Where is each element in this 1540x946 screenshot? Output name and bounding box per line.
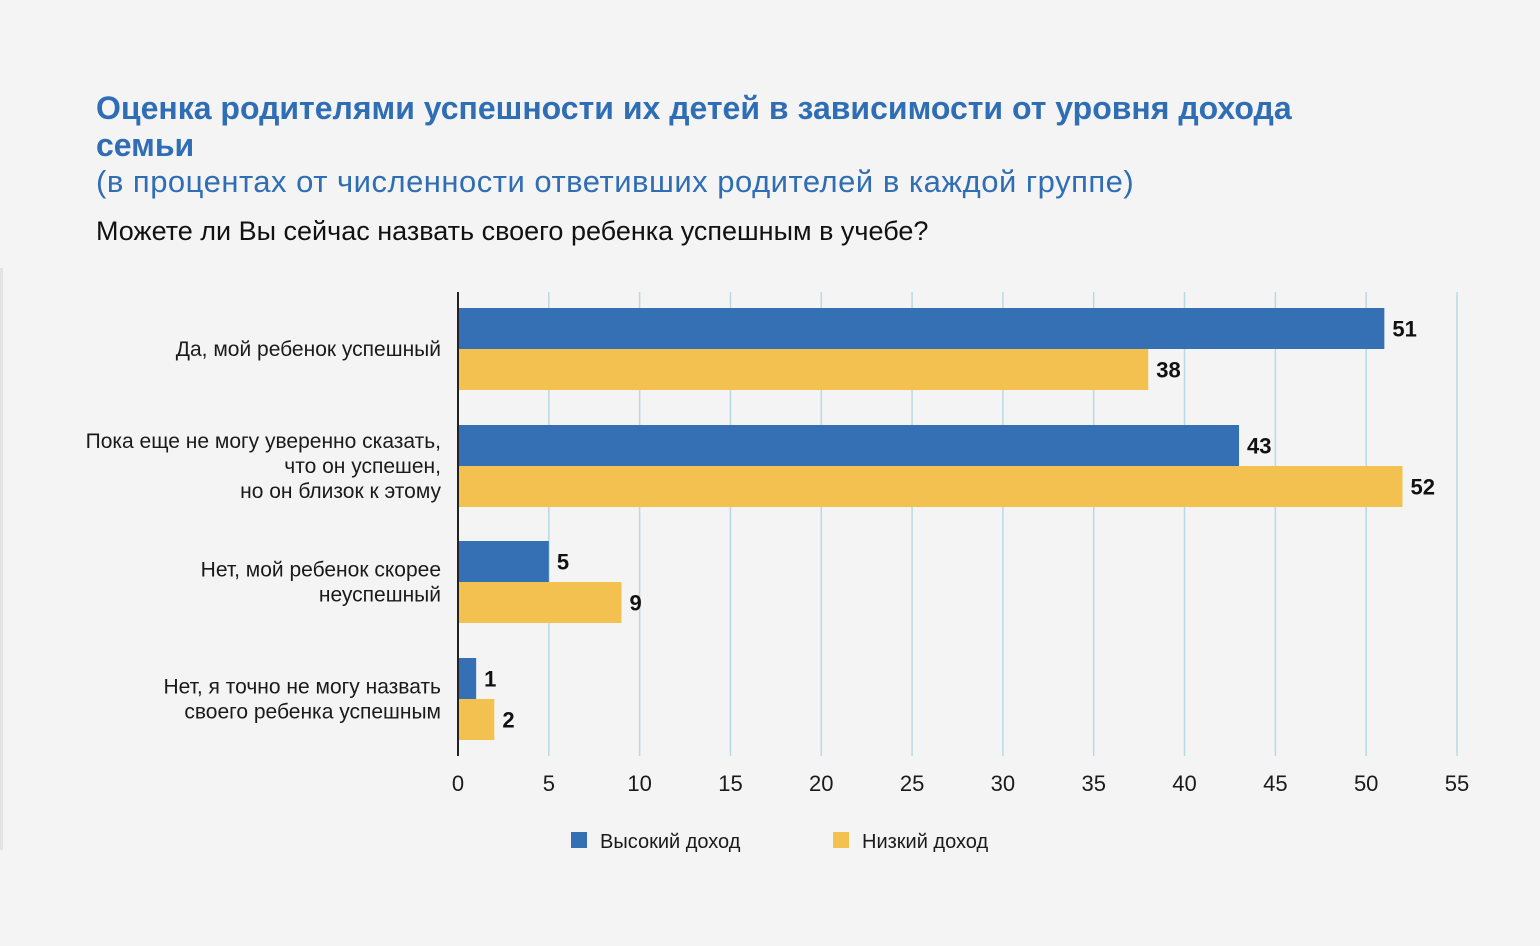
x-tick-label: 30 xyxy=(991,771,1015,796)
data-label: 1 xyxy=(484,667,496,692)
x-tick-label: 55 xyxy=(1445,771,1469,796)
category-label: своего ребенка успешным xyxy=(184,701,441,724)
x-tick-label: 25 xyxy=(900,771,924,796)
data-label: 52 xyxy=(1411,475,1435,500)
data-label: 2 xyxy=(502,708,514,733)
x-tick-label: 10 xyxy=(627,771,651,796)
data-label: 5 xyxy=(557,550,569,575)
category-label: Нет, я точно не могу назвать xyxy=(163,676,441,699)
x-tick-label: 40 xyxy=(1172,771,1196,796)
x-tick-label: 35 xyxy=(1081,771,1105,796)
category-label: Нет, мой ребенок скорее xyxy=(201,559,441,582)
legend-swatch xyxy=(571,832,587,848)
category-label: но он близок к этому xyxy=(240,480,441,503)
chart-subtitle: (в процентах от численности ответивших р… xyxy=(96,164,1135,199)
category-label: Пока еще не могу уверенно сказать, xyxy=(86,430,441,453)
x-tick-label: 15 xyxy=(718,771,742,796)
data-label: 51 xyxy=(1392,317,1416,342)
category-label: неуспешный xyxy=(319,584,441,607)
bar-high-income xyxy=(458,308,1385,349)
data-label: 9 xyxy=(629,591,641,616)
survey-question: Можете ли Вы сейчас назвать своего ребен… xyxy=(96,216,929,246)
chart-title: Оценка родителями успешности их детей в … xyxy=(96,90,1292,163)
x-tick-label: 20 xyxy=(809,771,833,796)
bar-high-income xyxy=(458,425,1240,466)
bar-high-income xyxy=(458,541,549,582)
x-tick-label: 45 xyxy=(1263,771,1287,796)
x-tick-label: 0 xyxy=(452,771,464,796)
data-label: 38 xyxy=(1156,358,1180,383)
left-edge-divider xyxy=(0,268,3,850)
legend-swatch xyxy=(833,832,849,848)
data-label: 43 xyxy=(1247,434,1271,459)
x-tick-label: 5 xyxy=(543,771,555,796)
legend-label: Высокий доход xyxy=(600,831,741,853)
bar-low-income xyxy=(458,699,495,740)
bar-low-income xyxy=(458,349,1149,390)
x-tick-label: 50 xyxy=(1354,771,1378,796)
bar-low-income xyxy=(458,466,1403,507)
category-label: что он успешен, xyxy=(284,455,441,478)
legend-label: Низкий доход xyxy=(862,831,988,853)
bar-high-income xyxy=(458,658,477,699)
bar-low-income xyxy=(458,582,622,623)
category-label: Да, мой ребенок успешный xyxy=(176,338,441,361)
